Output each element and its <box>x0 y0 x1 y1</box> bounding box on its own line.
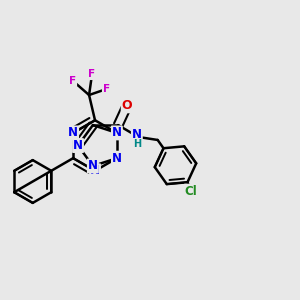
Text: N: N <box>88 160 98 172</box>
Text: F: F <box>88 69 96 79</box>
Text: N: N <box>112 152 122 165</box>
Text: N: N <box>132 128 142 140</box>
Text: N: N <box>112 126 122 140</box>
Text: N: N <box>73 139 83 152</box>
Text: F: F <box>103 84 110 94</box>
Text: F: F <box>69 76 76 86</box>
Text: Cl: Cl <box>185 184 197 198</box>
Text: N: N <box>90 164 100 177</box>
Text: N: N <box>68 126 78 140</box>
Text: H: H <box>133 140 141 149</box>
Text: O: O <box>122 99 132 112</box>
